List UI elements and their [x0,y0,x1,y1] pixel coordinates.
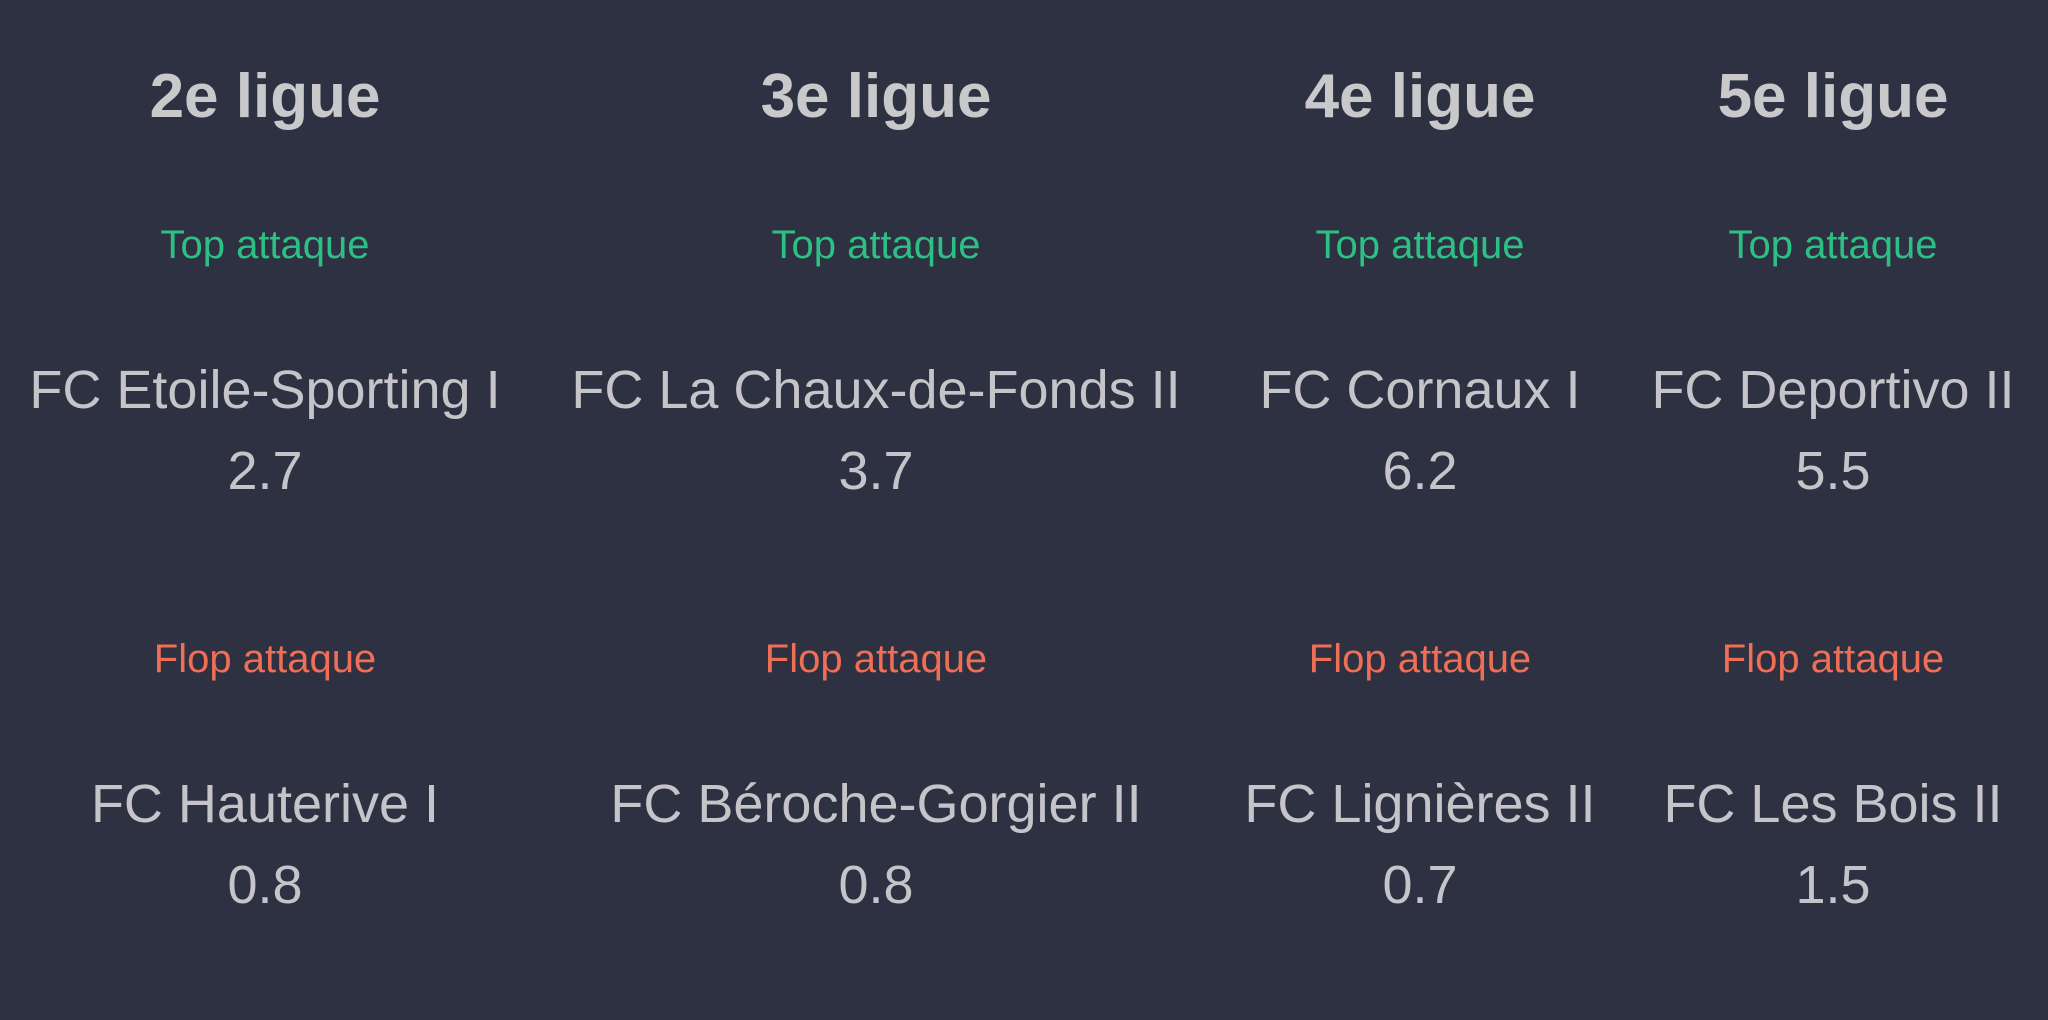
flop-attack-team: FC Hauterive I [90,774,440,834]
flop-attack-label: Flop attaque [1308,637,1532,681]
league-title: 4e ligue [1304,62,1536,131]
league-column-3e: 3e ligue Top attaque FC La Chaux-de-Fond… [530,0,1222,1020]
flop-attack-label: Flop attaque [153,637,377,681]
top-attack-value: 5.5 [1795,441,1871,501]
flop-attack-team: FC Lignières II [1244,774,1596,834]
top-attack-value: 2.7 [227,441,303,501]
top-attack-value: 6.2 [1382,441,1458,501]
top-attack-team: FC La Chaux-de-Fonds II [571,360,1181,420]
top-attack-label: Top attaque [1728,223,1938,267]
top-attack-label: Top attaque [1315,223,1525,267]
top-attack-team: FC Etoile-Sporting I [29,360,501,420]
flop-attack-label: Flop attaque [764,637,988,681]
top-attack-label: Top attaque [771,223,981,267]
league-column-4e: 4e ligue Top attaque FC Cornaux I 6.2 Fl… [1222,0,1618,1020]
league-title: 5e ligue [1717,62,1949,131]
top-attack-team: FC Deportivo II [1651,360,2015,420]
top-attack-team: FC Cornaux I [1259,360,1581,420]
league-title: 2e ligue [149,62,381,131]
league-column-2e: 2e ligue Top attaque FC Etoile-Sporting … [0,0,530,1020]
flop-attack-team: FC Les Bois II [1663,774,2003,834]
flop-attack-value: 0.7 [1382,855,1458,915]
flop-attack-value: 0.8 [838,855,914,915]
league-title: 3e ligue [760,62,992,131]
top-attack-value: 3.7 [838,441,914,501]
flop-attack-value: 0.8 [227,855,303,915]
flop-attack-value: 1.5 [1795,855,1871,915]
flop-attack-label: Flop attaque [1721,637,1945,681]
league-column-5e: 5e ligue Top attaque FC Deportivo II 5.5… [1618,0,2048,1020]
top-attack-label: Top attaque [160,223,370,267]
flop-attack-team: FC Béroche-Gorgier II [610,774,1142,834]
